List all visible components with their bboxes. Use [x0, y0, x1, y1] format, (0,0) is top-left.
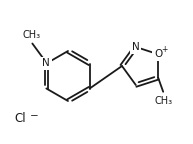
- Text: Cl: Cl: [14, 111, 26, 125]
- Text: O: O: [154, 49, 162, 59]
- Text: N: N: [42, 58, 50, 69]
- Text: N: N: [132, 42, 140, 52]
- Text: CH₃: CH₃: [22, 30, 40, 39]
- Text: CH₃: CH₃: [154, 96, 172, 106]
- Text: +: +: [161, 45, 167, 54]
- Text: −: −: [30, 111, 39, 121]
